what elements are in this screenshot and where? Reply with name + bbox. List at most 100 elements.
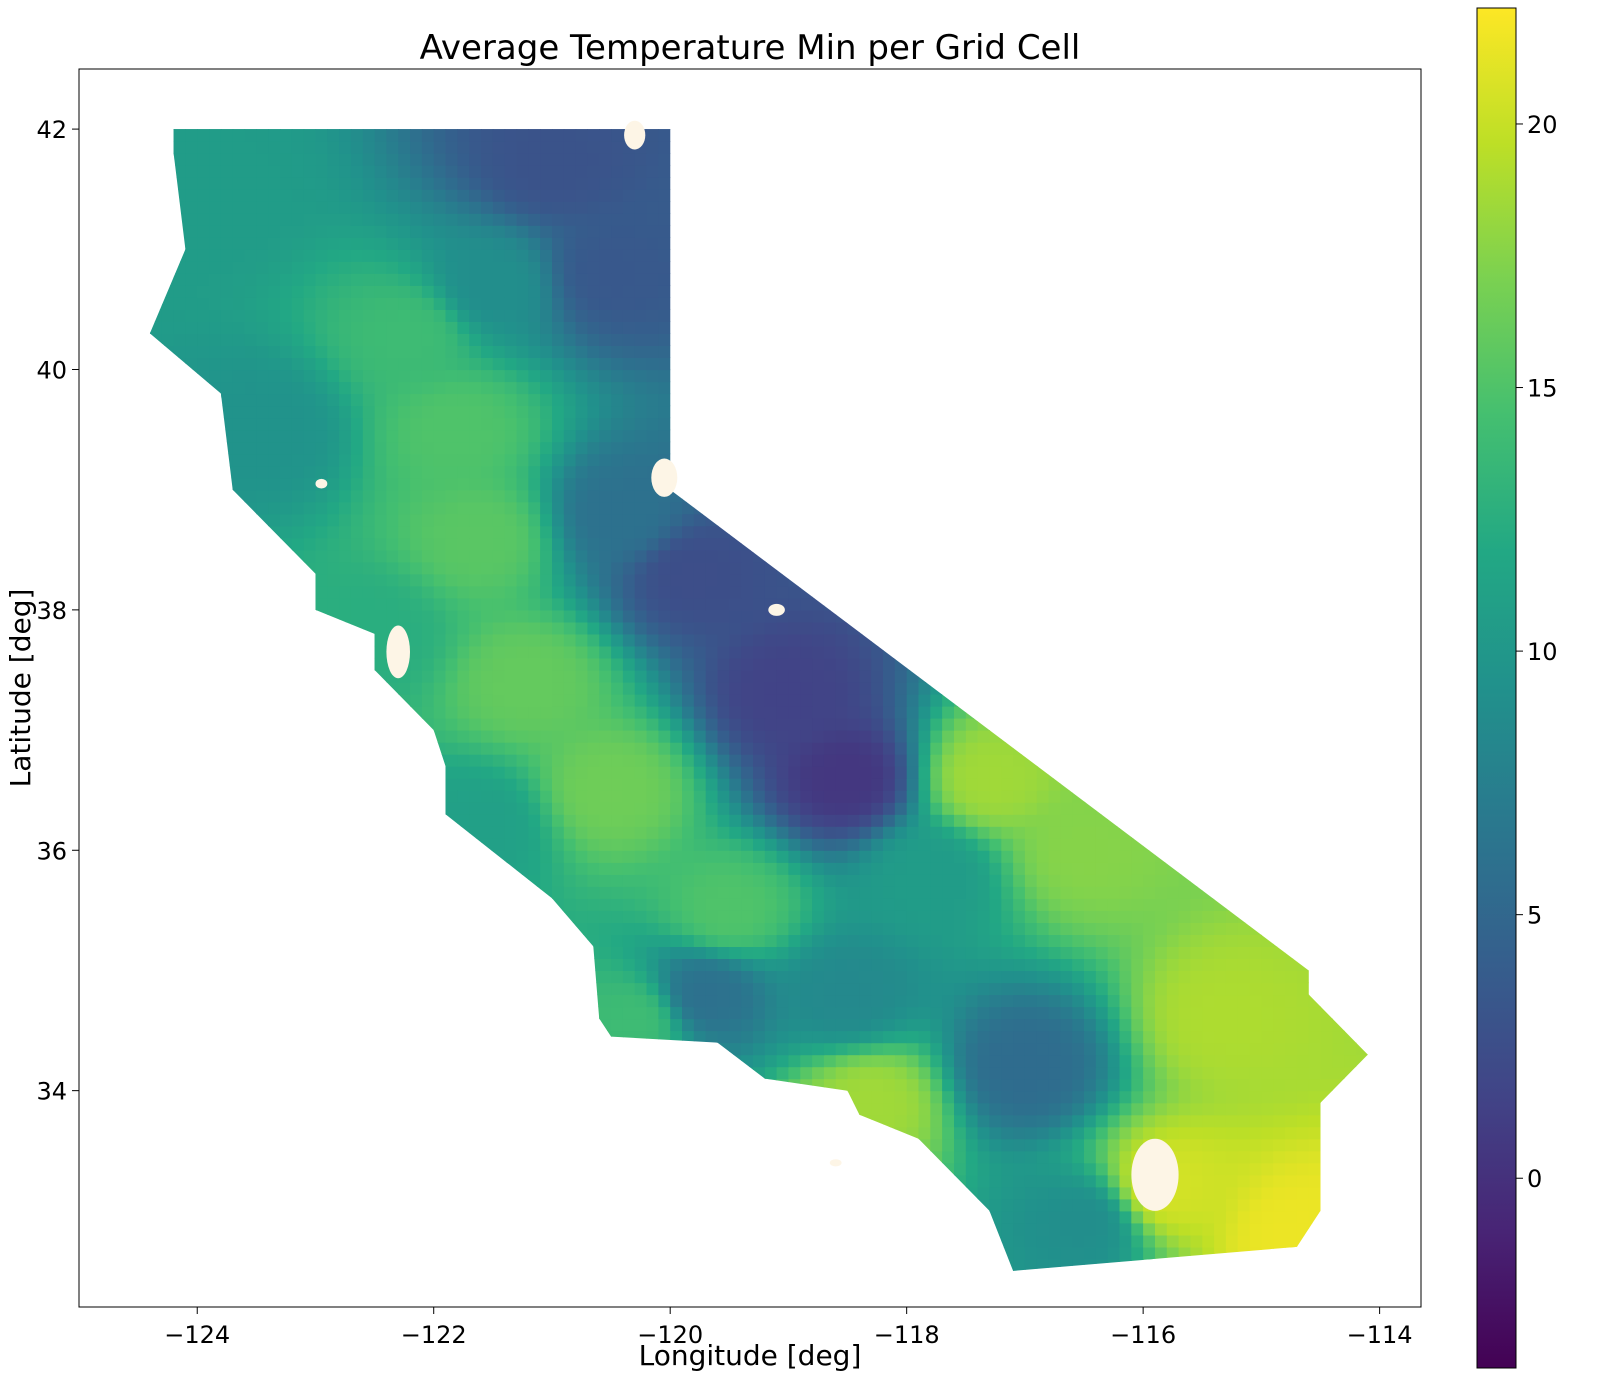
heatmap-cell (1320, 1042, 1333, 1056)
heatmap-cell (764, 898, 778, 911)
heatmap-cell (682, 874, 695, 887)
heatmap-cell (823, 862, 837, 875)
heatmap-cell (1308, 1078, 1322, 1092)
heatmap-cell (1155, 1078, 1168, 1092)
heatmap-cell (965, 970, 979, 984)
heatmap-cell (776, 1042, 789, 1056)
heatmap-cell (1202, 1030, 1215, 1044)
heatmap-cell (516, 862, 529, 875)
heatmap-cell (658, 790, 671, 803)
heatmap-cell (977, 1078, 990, 1092)
heatmap-cell (634, 850, 648, 863)
heatmap-cell (457, 814, 470, 827)
heatmap-cell (1095, 1078, 1109, 1092)
heatmap-cell (1143, 1114, 1156, 1128)
heatmap-cell (812, 862, 825, 875)
heatmap-cell (481, 826, 494, 839)
heatmap-cell (492, 802, 506, 815)
heatmap-cell (1202, 1054, 1215, 1068)
heatmap-cell (859, 934, 872, 947)
heatmap-cell (1285, 1090, 1298, 1104)
heatmap-cell (812, 946, 825, 959)
heatmap-cell (1273, 1234, 1286, 1248)
heatmap-cell (977, 1114, 990, 1128)
heatmap-cell (705, 934, 719, 947)
heatmap-cell (1013, 934, 1026, 947)
heatmap-cell (729, 886, 742, 899)
heatmap-cell (1308, 1186, 1322, 1200)
heatmap-cell (954, 946, 967, 959)
heatmap-cell (883, 874, 896, 887)
heatmap-cell (1060, 922, 1073, 935)
heatmap-cell (1237, 1018, 1251, 1032)
heatmap-cell (1143, 1078, 1156, 1092)
heatmap-cell (1131, 850, 1144, 863)
heatmap-cell (1013, 1090, 1026, 1104)
heatmap-cell (1048, 1066, 1061, 1080)
heatmap-cell (563, 838, 577, 851)
heatmap-cell (670, 850, 683, 863)
heatmap-cell (1107, 1114, 1121, 1128)
heatmap-cell (954, 982, 967, 996)
heatmap-cell (1237, 1222, 1251, 1236)
heatmap-cell (693, 814, 707, 827)
heatmap-cell (1202, 910, 1215, 923)
heatmap-cell (693, 790, 707, 803)
heatmap-cell (469, 766, 482, 779)
heatmap-cell (1048, 1150, 1061, 1164)
heatmap-cell (1084, 1246, 1097, 1260)
heatmap-cell (741, 850, 754, 863)
heatmap-cell (563, 898, 577, 911)
heatmap-cell (823, 982, 837, 996)
heatmap-cell (741, 826, 754, 839)
heatmap-cell (1072, 946, 1085, 959)
heatmap-cell (575, 898, 588, 911)
heatmap-cell (930, 802, 943, 815)
heatmap-cell (693, 886, 707, 899)
heatmap-cell (812, 850, 825, 863)
heatmap-cell (753, 946, 766, 959)
heatmap-cell (918, 1066, 931, 1080)
heatmap-cell (1072, 982, 1085, 996)
heatmap-cell (859, 1042, 872, 1056)
heatmap-cell (1024, 910, 1038, 923)
heatmap-cell (788, 802, 801, 815)
heatmap-cell (1285, 982, 1298, 996)
heatmap-cell (1273, 1030, 1286, 1044)
heatmap-cell (516, 766, 529, 779)
heatmap-cell (599, 922, 612, 935)
heatmap-cell (516, 850, 529, 863)
heatmap-cell (1296, 1126, 1310, 1140)
heatmap-cell (729, 910, 742, 923)
heatmap-cell (965, 1090, 979, 1104)
heatmap-cell (918, 934, 931, 947)
heatmap-cell (1095, 1174, 1109, 1188)
heatmap-cell (1001, 814, 1014, 827)
heatmap-cell (575, 850, 588, 863)
heatmap-cell (1048, 1018, 1061, 1032)
heatmap-cell (800, 1006, 813, 1020)
heatmap-cell (1084, 1090, 1097, 1104)
heatmap-cell (1060, 1234, 1073, 1248)
heatmap-cell (599, 862, 612, 875)
heatmap-cell (634, 1006, 648, 1020)
heatmap-cell (894, 886, 908, 899)
heatmap-cell (823, 814, 837, 827)
heatmap-cell (954, 850, 967, 863)
heatmap-cell (741, 934, 754, 947)
heatmap-cell (1084, 910, 1097, 923)
heatmap-cell (634, 958, 648, 971)
heatmap-cell (1166, 1246, 1180, 1260)
heatmap-cell (1190, 1006, 1203, 1020)
heatmap-cell (1155, 946, 1168, 959)
heatmap-cell (682, 1006, 695, 1020)
heatmap-cell (823, 970, 837, 984)
heatmap-cell (1072, 1138, 1085, 1152)
heatmap-cell (1107, 1066, 1121, 1080)
heatmap-cell (965, 754, 979, 767)
heatmap-cell (977, 982, 990, 996)
heatmap-cell (800, 862, 813, 875)
heatmap-cell (906, 982, 920, 996)
heatmap-cell (1060, 802, 1073, 815)
heatmap-cell (1001, 994, 1014, 1008)
